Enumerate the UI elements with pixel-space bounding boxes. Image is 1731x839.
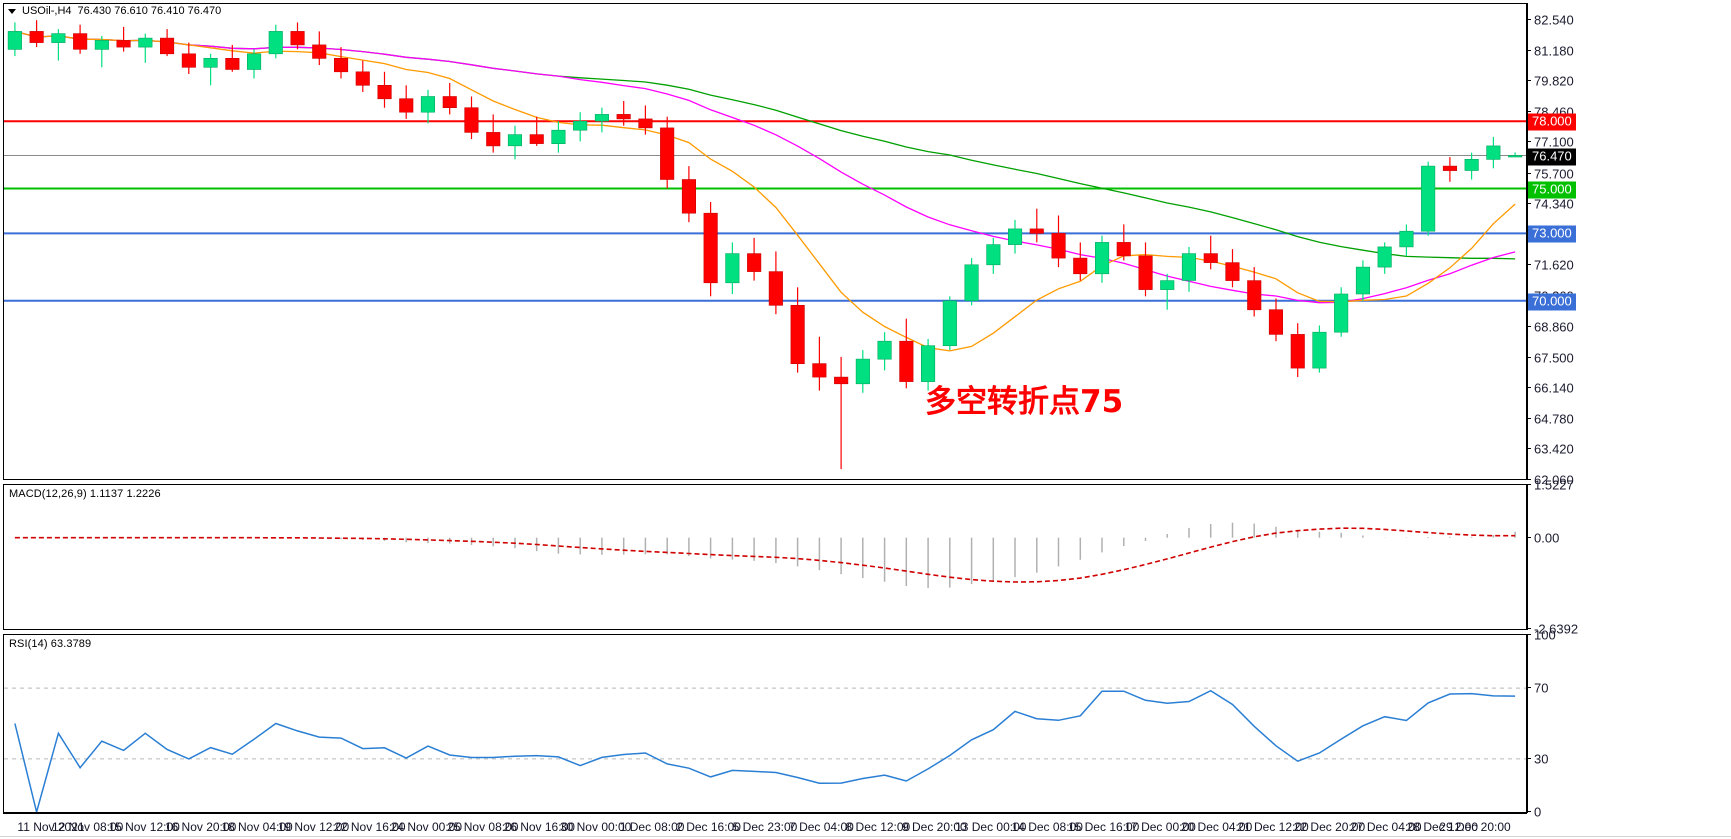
time-axis-label: 15 Dec 16:00 [1067, 820, 1140, 834]
symbol-label: USOil-,H4 [22, 5, 72, 17]
price-tick-label: 71.620 [1534, 257, 1574, 273]
chart-annotation-text: 多空转折点75 [925, 384, 1124, 420]
macd-label: MACD(12,26,9) 1.1137 1.2226 [9, 488, 161, 500]
rsi-axis-scale[interactable]: 100 70 30 0 [1527, 628, 1731, 820]
time-axis-label: 8 Dec 12:00 [845, 820, 911, 834]
rsi-tick-label: 0 [1534, 804, 1542, 820]
rsi-tick-label: 100 [1534, 627, 1556, 643]
macd-tick-label: 0.00 [1534, 530, 1560, 546]
price-series-layer [4, 20, 1526, 470]
time-axis-label: 30 Nov 00:00 [559, 820, 632, 834]
rsi-tick-label: 70 [1534, 680, 1549, 696]
price-tick-label: 62.060 [1534, 472, 1574, 488]
time-axis-label: 24 Nov 00:00 [390, 820, 463, 834]
price-tick-label: 75.700 [1534, 166, 1574, 182]
rsi-indicator-panel[interactable]: RSI(14) 63.3789 [3, 634, 1527, 813]
time-axis-label: 20 Dec 04:00 [1180, 820, 1253, 834]
macd-tick-label: -2.6392 [1534, 621, 1579, 637]
time-axis-label: 21 Dec 12:00 [1237, 820, 1309, 834]
time-axis-label: 27 Dec 04:00 [1350, 820, 1422, 834]
price-plot-area [4, 4, 1526, 479]
price-tick-label: 68.860 [1534, 319, 1574, 335]
price-axis-line [1527, 3, 1528, 480]
price-tick-label: 67.500 [1534, 350, 1574, 366]
time-axis[interactable]: 11 Nov 2021 12 Nov 08:00 15 Nov 12:00 16 No… [3, 813, 1527, 839]
time-axis-label: 22 Nov 16:00 [334, 820, 406, 834]
price-chart-panel[interactable] [3, 3, 1527, 480]
rsi-tick-label: 30 [1534, 751, 1549, 767]
time-axis-label: 25 Nov 08:00 [447, 820, 519, 834]
macd-plot-area [4, 485, 1526, 629]
time-axis-label: 12 Nov 08:00 [51, 820, 124, 834]
collapse-caret-icon[interactable] [8, 8, 16, 14]
price-tick-label: 74.340 [1534, 196, 1574, 212]
macd-series-layer [14, 522, 1516, 588]
time-axis-label: 15 Nov 12:00 [108, 820, 180, 834]
macd-axis-line [1527, 484, 1528, 630]
level-73-tag[interactable]: 73.000 [1528, 225, 1576, 243]
level-70-tag[interactable]: 70.000 [1528, 293, 1576, 311]
price-tick-label: 77.100 [1534, 134, 1574, 150]
time-axis-label: 22 Dec 20:00 [1293, 820, 1366, 834]
price-tick-label: 63.420 [1534, 441, 1574, 457]
time-axis-label: 19 Nov 12:00 [277, 820, 350, 834]
price-tick-label: 64.780 [1534, 411, 1574, 427]
macd-axis-scale[interactable]: 1.5227 0.00 -2.6392 [1527, 478, 1731, 637]
level-75-tag[interactable]: 75.000 [1528, 181, 1576, 199]
price-axis-scale[interactable]: 82.540 81.180 79.820 78.460 77.100 75.700 74.3… [1527, 3, 1731, 488]
rsi-plot-area [4, 635, 1526, 812]
time-axis-label: 9 Dec 20:00 [901, 820, 967, 834]
price-tick-label: 66.140 [1534, 380, 1574, 396]
rsi-series-layer [4, 687, 1526, 812]
time-axis-label: 18 Nov 04:00 [221, 820, 293, 834]
ohlc-values: 76.430 76.610 76.410 76.470 [77, 5, 222, 17]
bottom-divider [0, 836, 1731, 837]
time-axis-label: 29 Dec 20:00 [1439, 820, 1511, 834]
last-price-tag[interactable]: 76.470 [1528, 148, 1576, 166]
time-axis-label: 26 Nov 16:00 [503, 820, 575, 834]
price-tick-label: 82.540 [1534, 12, 1574, 28]
macd-indicator-panel[interactable]: MACD(12,26,9) 1.1137 1.2226 [3, 484, 1527, 630]
macd-tick-label: 1.5227 [1534, 477, 1574, 493]
rsi-label: RSI(14) 63.3789 [9, 638, 92, 650]
time-axis-label: 28 Dec 12:00 [1406, 820, 1479, 834]
price-tick-label: 79.820 [1534, 73, 1574, 89]
time-axis-label: 2 Dec 16:00 [676, 820, 741, 834]
price-tick-label: 81.180 [1534, 43, 1574, 59]
time-axis-label: 7 Dec 04:00 [789, 820, 854, 834]
time-axis-label: 16 Nov 20:00 [164, 820, 237, 834]
time-axis-label: 13 Dec 00:00 [955, 820, 1027, 834]
chart-header: USOil-,H4 76.430 76.610 76.410 76.470 [8, 5, 221, 17]
time-axis-label: 1 Dec 08:00 [619, 820, 685, 834]
time-axis-label: 17 Dec 00:00 [1124, 820, 1196, 834]
time-axis-label: 14 Dec 08:00 [1011, 820, 1083, 834]
time-axis-label: 11 Nov 2021 [17, 820, 85, 834]
time-axis-label: 5 Dec 23:00 [732, 820, 798, 834]
rsi-axis-line [1527, 634, 1528, 813]
level-78-tag[interactable]: 78.000 [1528, 113, 1576, 131]
